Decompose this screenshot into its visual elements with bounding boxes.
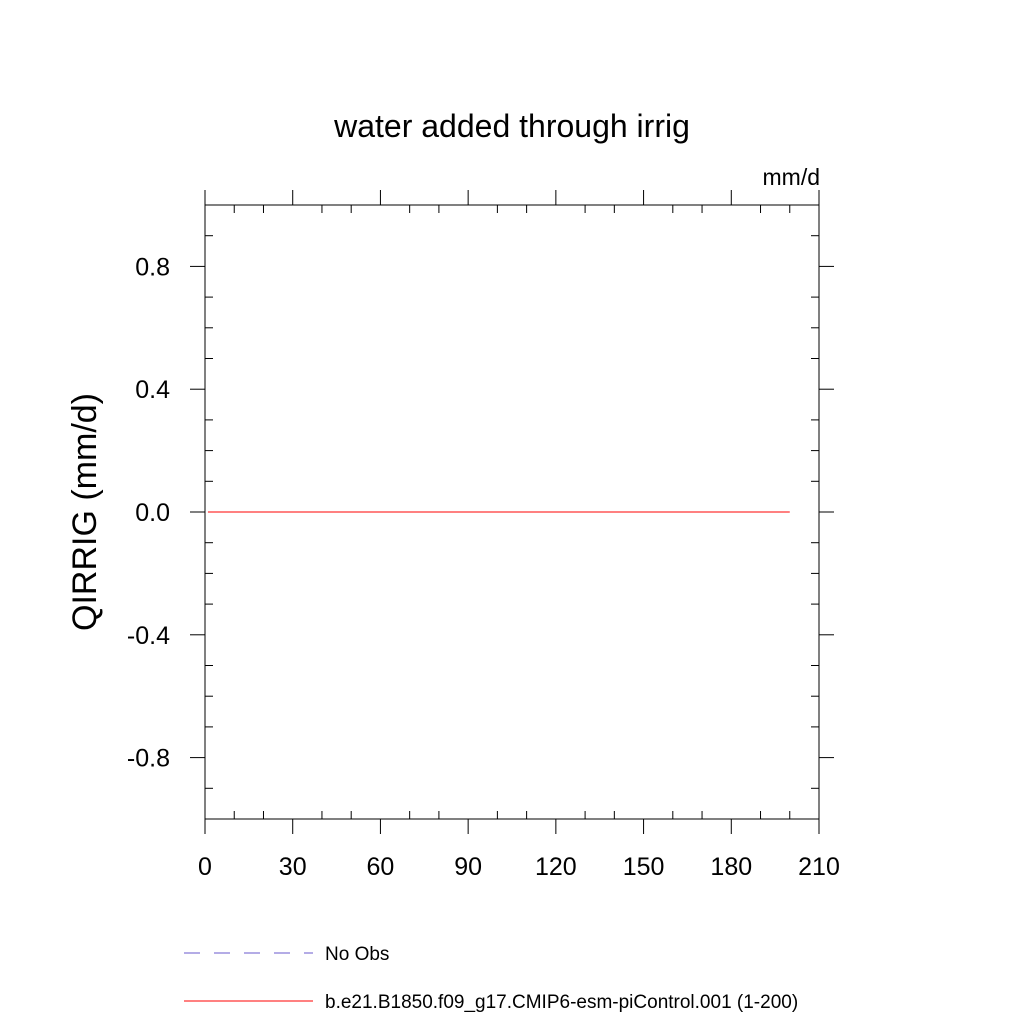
legend: No Obs b.e21.B1850.f09_g17.CMIP6-esm-piCo…	[184, 944, 798, 1013]
legend-label-1: b.e21.B1850.f09_g17.CMIP6-esm-piControl.…	[325, 992, 798, 1013]
x-tick-label: 30	[279, 853, 307, 881]
units-label: mm/d	[763, 164, 821, 190]
x-tick-label: 210	[798, 853, 840, 881]
y-tick-label: 0.8	[135, 253, 170, 281]
chart-title: water added through irrig	[333, 108, 690, 144]
x-tick-label: 180	[710, 853, 752, 881]
axes: 0 30 60 90 120 150 180 210 0.8 0.4 0.0 -0.4 -0.8	[127, 190, 840, 881]
y-tick-label: 0.0	[135, 499, 170, 527]
y-tick-label: -0.4	[127, 622, 170, 650]
x-tick-label: 90	[454, 853, 482, 881]
x-tick-label: 0	[198, 853, 212, 881]
x-tick-label: 150	[623, 853, 665, 881]
y-axis-label: QIRRIG (mm/d)	[66, 393, 104, 631]
x-tick-label: 120	[535, 853, 577, 881]
y-tick-label: 0.4	[135, 376, 170, 404]
y-tick-label: -0.8	[127, 745, 170, 773]
x-tick-label: 60	[367, 853, 395, 881]
legend-label-0: No Obs	[325, 944, 389, 965]
